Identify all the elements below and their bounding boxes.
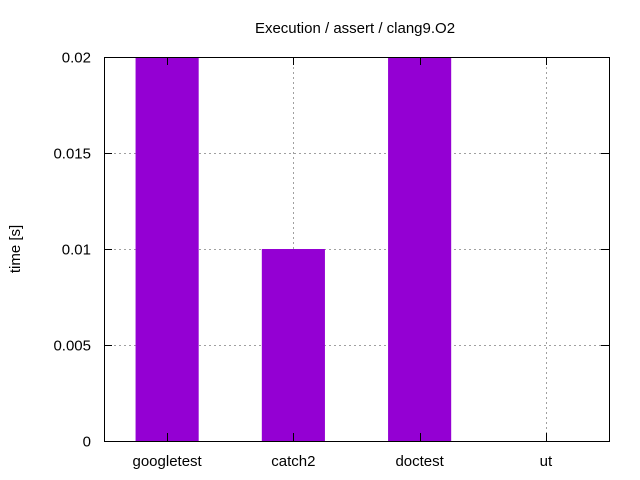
bar-googletest (135, 57, 199, 441)
x-tick-label: catch2 (271, 453, 315, 470)
y-tick-label: 0 (83, 434, 91, 451)
tick-layer: 0 0.005 0.01 0.015 0.02 googletest catch2 docte… (53, 50, 609, 470)
bar-doctest (388, 57, 452, 441)
x-tick-label: googletest (133, 453, 203, 470)
y-tick-label: 0.02 (62, 50, 91, 67)
x-tick-label: ut (540, 453, 553, 470)
y-tick-label: 0.015 (53, 146, 91, 163)
y-tick-label: 0.01 (62, 242, 91, 259)
bar-catch2 (261, 249, 325, 441)
x-tick-label: doctest (395, 453, 444, 470)
y-tick-label: 0.005 (53, 338, 91, 355)
chart-title: Execution / assert / clang9.O2 (255, 20, 455, 37)
bar-layer (135, 57, 452, 441)
y-axis-label: time [s] (7, 225, 24, 273)
